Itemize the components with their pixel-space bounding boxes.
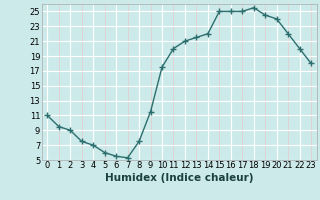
X-axis label: Humidex (Indice chaleur): Humidex (Indice chaleur) — [105, 173, 253, 183]
